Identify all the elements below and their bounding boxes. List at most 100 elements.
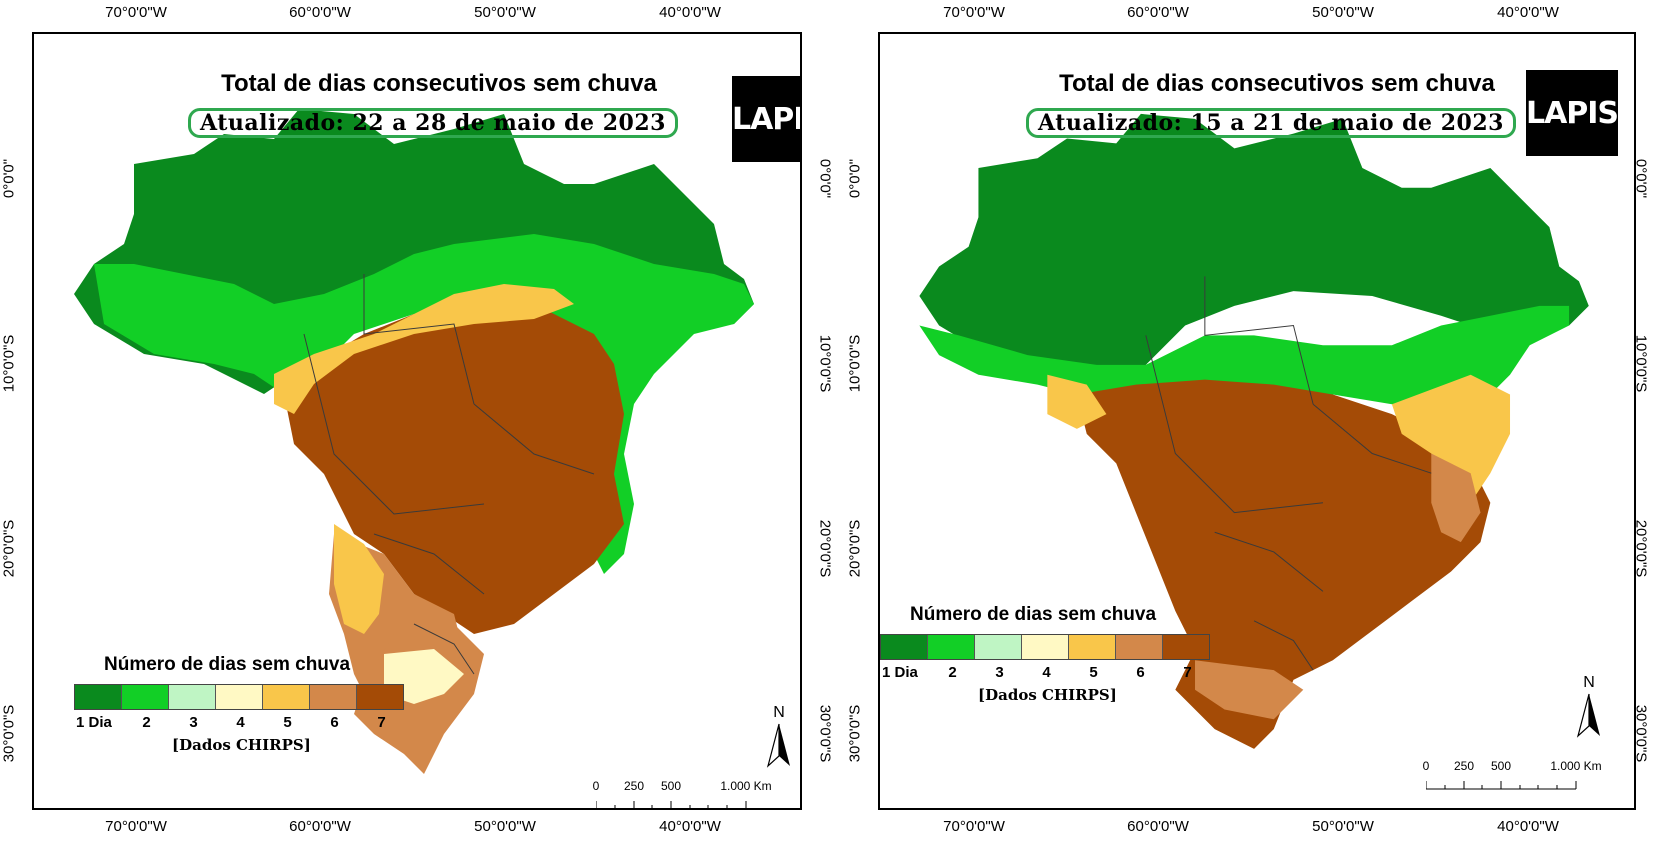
lon-label: 60°0'0"W [289, 818, 351, 835]
lon-label: 70°0'0"W [943, 4, 1005, 21]
lat-label: 0°0'0" [816, 158, 834, 199]
north-label: N [773, 704, 785, 721]
lat-label: 30°0'0"S [816, 704, 834, 763]
map-region-green-light [94, 234, 754, 574]
north-arrow-icon [766, 723, 790, 768]
map-region-five [1391, 374, 1511, 503]
lon-label: 40°0'0"W [659, 4, 721, 21]
legend-swatch [1116, 635, 1163, 659]
legend-label: 2 [948, 664, 957, 681]
legend-swatch [75, 685, 122, 709]
legend-title: Número de dias sem chuva [104, 654, 351, 675]
legend-labels: 1 Dia 2 3 4 5 6 7 [880, 664, 1211, 681]
lat-label: 30°0'0"S [846, 704, 864, 763]
north-arrow: N [1574, 674, 1604, 744]
legend-colorbar [74, 684, 404, 710]
legend-label: 6 [330, 714, 339, 731]
lat-label: 30°0'0"S [1632, 704, 1650, 763]
legend-title: Número de dias sem chuva [910, 604, 1157, 625]
map-panel-left: 70°0'0"W 60°0'0"W 50°0'0"W 40°0'0"W Tota… [0, 4, 802, 835]
scale-label: 500 [1490, 759, 1512, 773]
lon-label: 70°0'0"W [943, 818, 1005, 835]
scale-bar: 0 250 500 1.000 Km [1422, 759, 1602, 799]
lon-label: 50°0'0"W [1312, 818, 1374, 835]
legend-swatch [216, 685, 263, 709]
lon-label: 60°0'0"W [289, 4, 351, 21]
legend-swatch [1069, 635, 1116, 659]
state-borders [303, 274, 595, 675]
lat-label: 20°0'0"S [1632, 519, 1650, 578]
lon-label: 40°0'0"W [1497, 4, 1559, 21]
map-region-yellow-band [274, 284, 574, 414]
scale-label: 1.000 Km [720, 779, 772, 793]
legend-label: 3 [189, 714, 198, 731]
map-panel-right: 70°0'0"W 60°0'0"W 50°0'0"W 40°0'0"W Tota… [838, 0, 1676, 845]
legend-label: 5 [1089, 664, 1098, 681]
map-title: Total de dias consecutivos sem chuva [221, 70, 657, 97]
scale-label: 0 [592, 779, 600, 793]
map-title: Total de dias consecutivos sem chuva [1059, 70, 1495, 97]
map-subtitle: Atualizado: 22 a 28 de maio de 2023 [200, 110, 666, 136]
lat-label: 30°0'0"S [0, 704, 18, 763]
legend-label: 1 Dia [882, 664, 918, 681]
legend-label: 2 [142, 714, 151, 731]
map-region-north [919, 113, 1589, 395]
north-arrow-icon [1576, 693, 1600, 738]
north-arrow: N [764, 704, 794, 774]
legend-label: 6 [1136, 664, 1145, 681]
lat-label: 20°0'0"S [846, 519, 864, 578]
lapis-logo: LAPIS [731, 76, 800, 162]
lat-label: 10°0'0"S [846, 334, 864, 393]
legend-label: 5 [283, 714, 292, 731]
scale-label: 1.000 Km [1550, 759, 1602, 773]
scale-label: 0 [1422, 759, 1430, 773]
logo-text: LAPIS [731, 101, 800, 137]
logo-text: LAPIS [1525, 95, 1619, 131]
legend-label: 1 Dia [76, 714, 112, 731]
legend-label: 7 [1183, 664, 1192, 681]
brazil-map [74, 109, 754, 774]
legend-label: 7 [377, 714, 386, 731]
map-region-dry [1076, 379, 1491, 749]
legend-swatch [975, 635, 1022, 659]
legend-label: 4 [236, 714, 245, 731]
legend-swatch [928, 635, 975, 659]
legend-labels: 1 Dia 2 3 4 5 6 7 [74, 714, 405, 731]
map-frame: Total de dias consecutivos sem chuva Atu… [878, 32, 1636, 810]
lat-label: 10°0'0"S [0, 334, 18, 393]
scale-label: 250 [1453, 759, 1475, 773]
scale-label: 500 [660, 779, 682, 793]
legend-swatch [169, 685, 216, 709]
scale-ruler [1426, 781, 1577, 790]
lat-label: 20°0'0"S [816, 519, 834, 578]
lat-label: 10°0'0"S [816, 334, 834, 393]
lat-label: 20°0'0"S [0, 519, 18, 578]
scale-bar: 0 250 500 1.000 Km [592, 779, 772, 808]
legend-colorbar [880, 634, 1210, 660]
lapis-logo: LAPIS [1525, 70, 1619, 156]
brazil-map [919, 113, 1589, 749]
lon-label: 60°0'0"W [1127, 818, 1189, 835]
legend-swatch [263, 685, 310, 709]
legend-label: 4 [1042, 664, 1051, 681]
state-borders [1145, 276, 1432, 671]
lat-label: 0°0'0" [846, 158, 864, 199]
map-frame: Total de dias consecutivos sem chuva Atu… [32, 32, 802, 810]
legend-swatch [357, 685, 403, 709]
scale-label: 250 [623, 779, 645, 793]
lat-label: 10°0'0"S [1632, 334, 1650, 393]
date-range-box: Atualizado: 22 a 28 de maio de 2023 [188, 108, 678, 138]
north-label: N [1583, 674, 1595, 691]
map-region-five [334, 524, 384, 634]
legend-label: 3 [995, 664, 1004, 681]
map-region-dry [284, 304, 624, 634]
map-region-five [1047, 374, 1107, 429]
legend-swatch [122, 685, 169, 709]
legend-swatch [310, 685, 357, 709]
map-subtitle: Atualizado: 15 a 21 de maio de 2023 [1038, 110, 1504, 136]
data-source-label: [Dados CHIRPS] [978, 686, 1117, 704]
lon-label: 60°0'0"W [1127, 4, 1189, 21]
date-range-box: Atualizado: 15 a 21 de maio de 2023 [1026, 108, 1516, 138]
lon-label: 40°0'0"W [1497, 818, 1559, 835]
legend-swatch [881, 635, 928, 659]
